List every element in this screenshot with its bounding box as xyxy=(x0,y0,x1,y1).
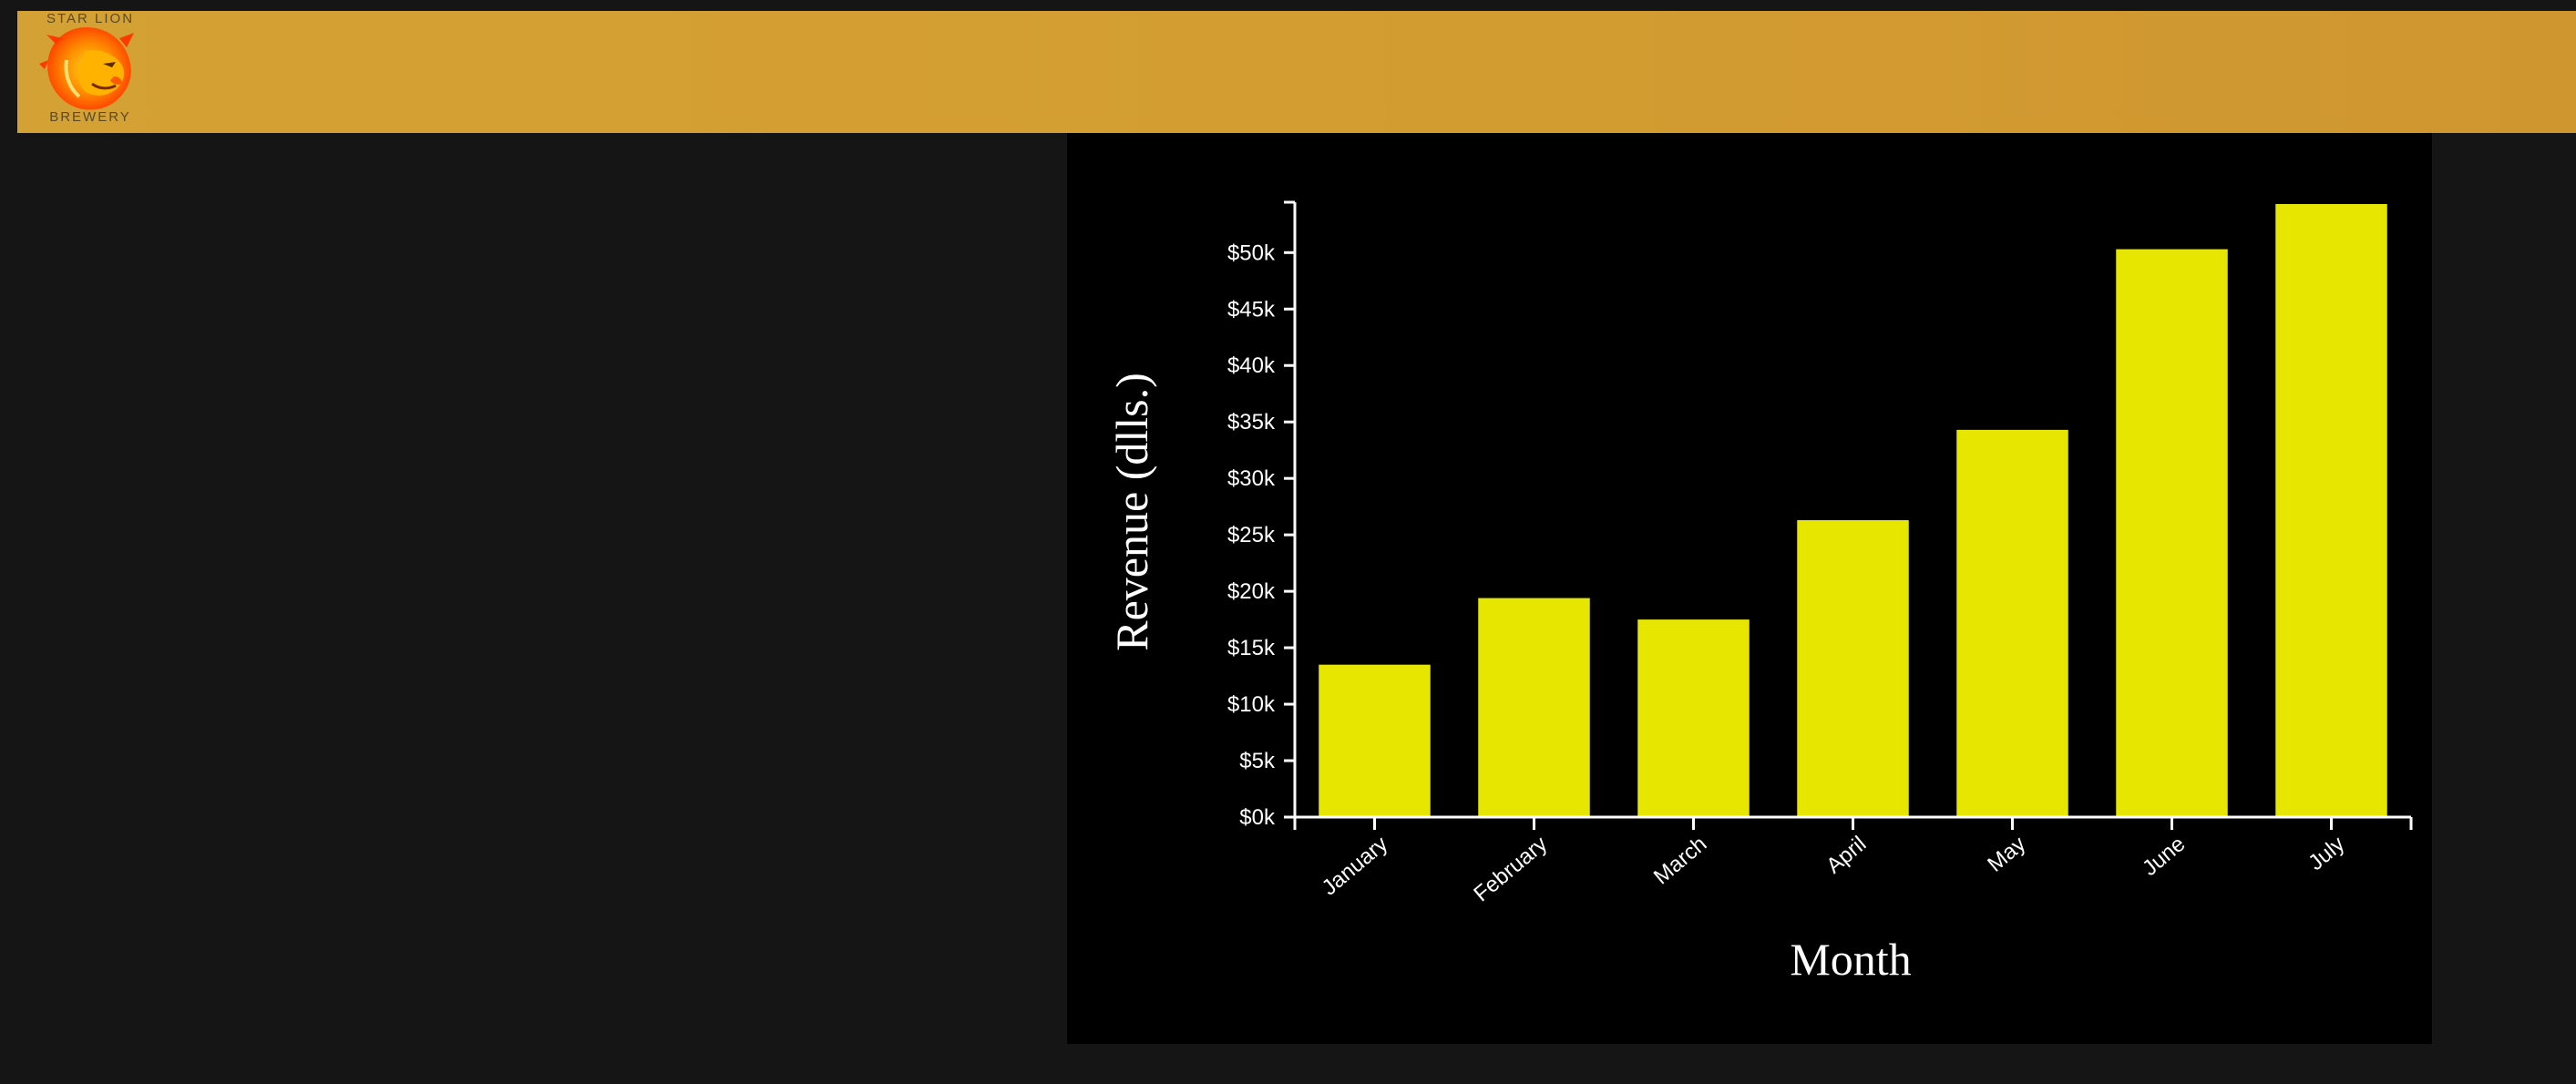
bar-june xyxy=(2116,249,2228,817)
bar-may xyxy=(1956,429,2068,817)
x-tick-label-june: June xyxy=(2138,832,2190,881)
x-tick-label-february: February xyxy=(1469,832,1552,906)
y-axis-title: Revenue (dlls.) xyxy=(1106,373,1157,650)
top-strip xyxy=(0,0,2576,11)
y-tick-label: $20k xyxy=(1227,579,1276,604)
y-tick-label: $15k xyxy=(1227,636,1276,660)
brand-name-top: STAR LION xyxy=(46,11,135,26)
x-tick-label-may: May xyxy=(1983,832,2030,877)
bar-april xyxy=(1797,520,1909,817)
x-axis-title: Month xyxy=(1790,934,1911,985)
bar-january xyxy=(1319,664,1431,817)
y-tick-label: $45k xyxy=(1227,297,1276,322)
navbar: STAR LION BREWERY xyxy=(17,11,2576,133)
brand-logo[interactable]: STAR LION BREWERY xyxy=(36,11,145,133)
bar-february xyxy=(1478,598,1590,817)
x-tick-label-april: April xyxy=(1822,832,1871,879)
lion-head-icon xyxy=(39,27,134,110)
revenue-chart-panel: $0k $5k $10k $15k $20k $25k $30k $35k $40k $45k $5… xyxy=(1067,133,2432,1044)
x-tick-label-march: March xyxy=(1649,832,1711,890)
y-tick-label: $25k xyxy=(1227,523,1276,547)
y-tick-label: $50k xyxy=(1227,240,1276,265)
bars-layer xyxy=(1319,204,2387,817)
x-tick-label-january: January xyxy=(1318,832,1393,901)
brand-name-bottom: BREWERY xyxy=(49,109,131,125)
y-tick-label: $35k xyxy=(1227,410,1276,435)
y-tick-label: $0k xyxy=(1239,805,1276,830)
bar-july xyxy=(2275,204,2387,817)
y-tick-label: $30k xyxy=(1227,466,1276,491)
y-tick-label: $40k xyxy=(1227,353,1276,378)
y-tick-label: $10k xyxy=(1227,692,1276,717)
x-axis: January February March April May June July xyxy=(1293,815,2413,906)
bar-march xyxy=(1637,619,1750,817)
y-axis: $0k $5k $10k $15k $20k $25k $30k $35k $40k $45k $5… xyxy=(1227,200,1297,830)
y-tick-label: $5k xyxy=(1239,749,1276,773)
x-tick-label-july: July xyxy=(2304,832,2349,875)
revenue-bar-chart: $0k $5k $10k $15k $20k $25k $30k $35k $40k $45k $5… xyxy=(1106,200,2413,985)
